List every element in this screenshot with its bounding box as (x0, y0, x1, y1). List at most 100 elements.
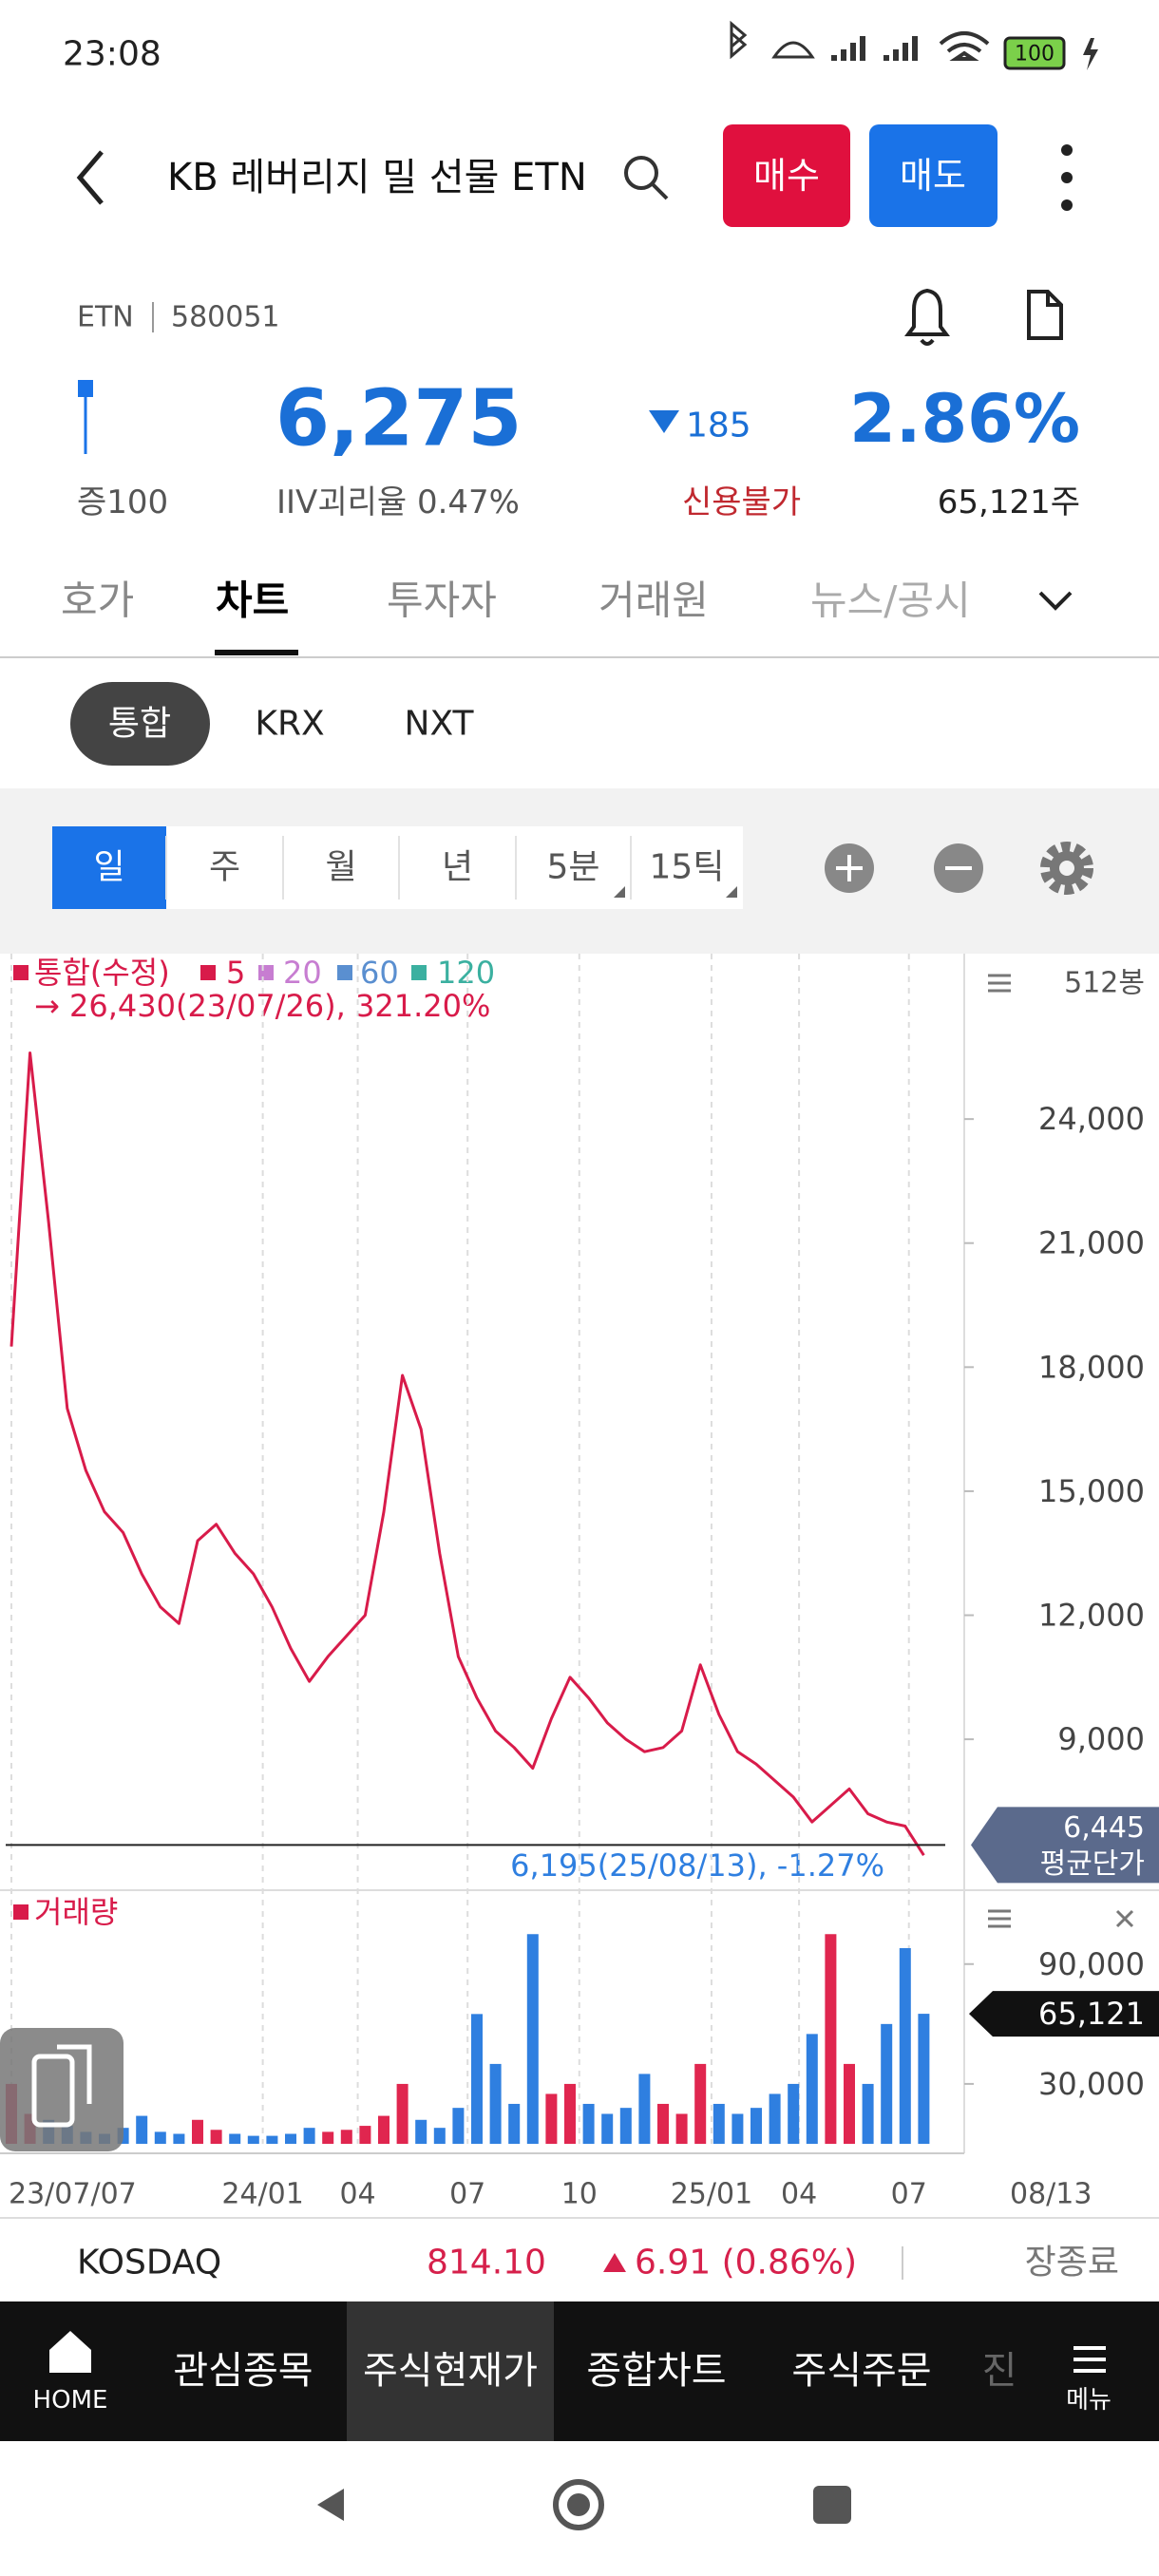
high-note: → 26,430(23/07/26), 321.20% (34, 988, 490, 1024)
more-button[interactable] (1061, 144, 1073, 211)
sys-back[interactable] (317, 2489, 344, 2521)
change-rate: 2.86% (849, 380, 1080, 458)
nav-item[interactable]: HOME (33, 2386, 108, 2415)
x-tick-label: 10 (561, 2178, 598, 2211)
sys-home-dot (567, 2493, 590, 2516)
tab[interactable]: 거래원 (598, 578, 709, 624)
period[interactable]: 년 (442, 848, 473, 887)
legend-swatch (258, 965, 274, 980)
status-icons (730, 20, 990, 61)
buy-button[interactable] (723, 124, 850, 227)
nav-items: HOME 관심종목 주식현재가 종합차트 주식주문 진메뉴 (33, 2349, 1112, 2415)
x-tick-label: 24/01 (221, 2178, 303, 2211)
back-button[interactable] (76, 150, 104, 205)
volume-bar (136, 2115, 148, 2144)
avg-tag (971, 1807, 1159, 1884)
period[interactable]: 일 (93, 848, 124, 887)
legend-label: 60 (360, 955, 399, 991)
tab[interactable]: 투자자 (387, 578, 497, 624)
stock-code: 580051 (171, 301, 280, 334)
home-icon (49, 2331, 91, 2373)
nav-item[interactable]: 메뉴 (1066, 2386, 1112, 2415)
sell-label: 매도 (900, 155, 966, 197)
nav-item[interactable]: 주식현재가 (363, 2349, 538, 2393)
x-tick-label: 07 (449, 2178, 485, 2211)
rotate-button[interactable] (0, 2028, 124, 2151)
y-tick-label: 9,000 (1057, 1721, 1145, 1757)
x-tick-label: 04 (339, 2178, 375, 2211)
sys-home[interactable] (553, 2479, 604, 2530)
volume-bar (266, 2135, 278, 2144)
volume-menu[interactable] (988, 1909, 1011, 1928)
avg-name: 평균단가 (1040, 1847, 1145, 1881)
document-button[interactable] (1027, 290, 1063, 340)
nav-item[interactable]: 진 (982, 2349, 1017, 2393)
period-selected (52, 826, 166, 909)
y-tick-label: 90,000 (1038, 1946, 1145, 1982)
legend-swatch (200, 965, 216, 980)
alert-button[interactable] (904, 288, 950, 346)
volume-bar (340, 2130, 352, 2144)
nav-item[interactable]: 종합차트 (586, 2349, 726, 2393)
period-corner (614, 886, 625, 898)
legend-label: 통합(수정) (34, 955, 170, 991)
period-corner (726, 886, 737, 898)
volume-bar (526, 1934, 539, 2144)
volume-bar (154, 2131, 166, 2144)
y-tick-label: 30,000 (1038, 2066, 1145, 2102)
legend-swatch (13, 965, 28, 980)
battery-level: 100 (1015, 43, 1054, 66)
venue[interactable]: NXT (405, 705, 475, 744)
volume-close[interactable] (1115, 1909, 1134, 1928)
volume-bar (378, 2115, 390, 2144)
volume-bar (582, 2103, 595, 2144)
period[interactable]: 월 (325, 848, 356, 887)
volume-bar (918, 2014, 930, 2144)
tab[interactable]: 호가 (61, 578, 134, 624)
menu-icon (1074, 2346, 1106, 2373)
volume-bar (844, 2063, 855, 2144)
volume-bar (210, 2130, 222, 2144)
up-arrow (603, 2253, 626, 2272)
avg-value: 6,445 (1063, 1811, 1145, 1845)
price: 6,275 (276, 374, 522, 464)
nav-item[interactable]: 주식주문 (791, 2349, 931, 2393)
volume-title: 거래량 (34, 1894, 118, 1930)
volume-bar (433, 2128, 446, 2144)
venue[interactable]: KRX (255, 705, 324, 744)
venue[interactable]: 통합 (108, 705, 171, 744)
y-tick-label: 12,000 (1038, 1598, 1145, 1634)
period[interactable]: 주 (209, 848, 240, 887)
legend-label: 20 (283, 955, 322, 991)
volume-bar (322, 2131, 334, 2144)
volume-bar (229, 2133, 241, 2144)
volume-tag-label: 65,121 (1038, 1996, 1145, 2032)
search-button[interactable] (624, 156, 669, 200)
credit: 신용불가 (682, 483, 801, 521)
sell-button[interactable] (869, 124, 998, 227)
period[interactable]: 15틱 (650, 848, 725, 887)
volume-bar (452, 2108, 465, 2144)
volume-bar (825, 1934, 837, 2144)
volume-bar (285, 2133, 296, 2144)
volume-bar (415, 2119, 428, 2144)
volume-bar (657, 2103, 669, 2144)
venue-selected (70, 682, 210, 766)
zoom-out[interactable] (934, 843, 983, 893)
period[interactable]: 5분 (546, 848, 599, 887)
volume-bar (601, 2113, 614, 2144)
tabs-more[interactable] (1038, 591, 1073, 611)
zoom-in[interactable] (825, 843, 874, 893)
settings[interactable] (1040, 842, 1093, 895)
nav-item[interactable]: 관심종목 (173, 2349, 313, 2393)
iiv: IIV괴리율 0.47% (276, 483, 520, 521)
tab[interactable]: 뉴스/공시 (810, 578, 971, 624)
battery (1003, 36, 1066, 70)
tab[interactable]: 차트 (216, 578, 289, 624)
volume-bar (303, 2128, 315, 2144)
tab-underline (215, 650, 298, 655)
chart-menu[interactable] (988, 974, 1011, 993)
sys-recent[interactable] (813, 2486, 851, 2524)
